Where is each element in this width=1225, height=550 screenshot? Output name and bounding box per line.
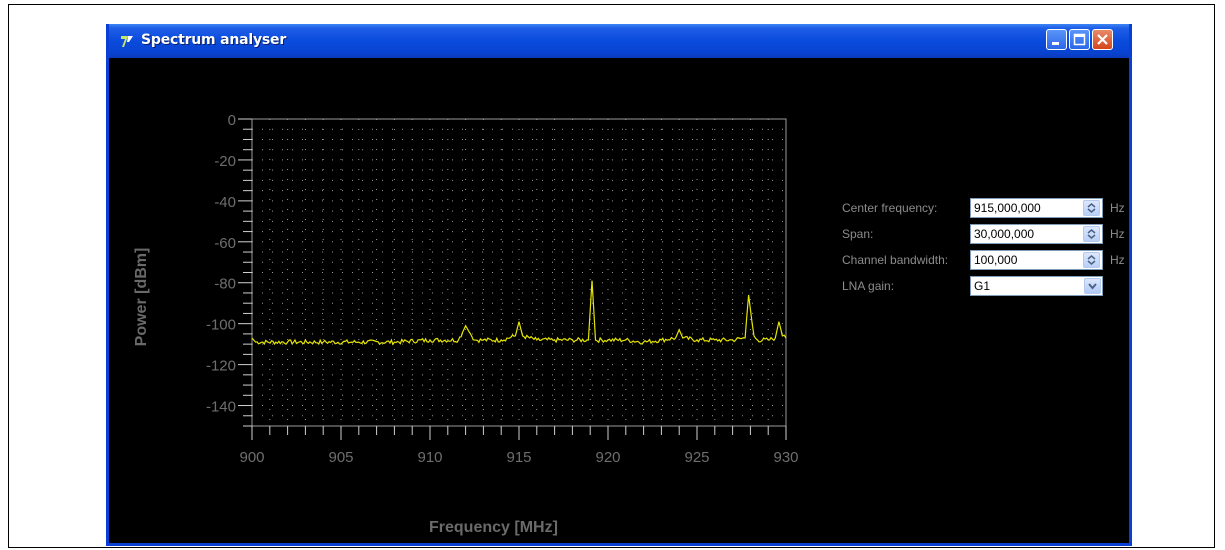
center-frequency-value: 915,000,000 — [974, 201, 1041, 215]
y-tick-label: -140 — [206, 399, 236, 416]
y-tick-label: -20 — [214, 153, 236, 170]
span-value: 30,000,000 — [974, 227, 1035, 241]
minimize-icon — [1052, 42, 1059, 45]
y-tick-label: -120 — [206, 358, 236, 375]
lna-gain-value: G1 — [974, 279, 991, 293]
window-title: Spectrum analyser — [141, 32, 287, 48]
y-tick-label: -80 — [214, 276, 236, 293]
channel-bandwidth-input[interactable]: 100,000 — [970, 250, 1103, 270]
app-icon — [121, 36, 133, 47]
x-axis-label: Frequency [MHz] — [429, 519, 558, 536]
center-frequency-label: Center frequency: — [842, 201, 938, 215]
close-icon — [1097, 34, 1108, 45]
spectrum-trace — [251, 280, 787, 346]
x-tick-label: 920 — [595, 449, 620, 466]
title-bar[interactable]: Spectrum analyser — [109, 24, 1129, 58]
x-tick-label: 910 — [417, 449, 442, 466]
channel-bandwidth-unit: Hz — [1110, 253, 1125, 267]
span-label: Span: — [842, 227, 874, 241]
x-tick-label: 900 — [239, 449, 264, 466]
spinner-arrows-icon — [1087, 203, 1096, 213]
spinner-arrows-icon — [1087, 255, 1096, 265]
channel-bandwidth-label: Channel bandwidth: — [842, 253, 949, 267]
y-tick-label: -40 — [214, 194, 236, 211]
x-tick-label: 930 — [773, 449, 798, 466]
minimize-button[interactable] — [1046, 29, 1067, 50]
channel-bandwidth-value: 100,000 — [974, 253, 1018, 267]
y-tick-label: 0 — [228, 112, 236, 129]
center-frequency-spinner[interactable] — [1083, 200, 1100, 216]
x-tick-label: 915 — [506, 449, 531, 466]
maximize-icon — [1073, 33, 1086, 46]
maximize-button[interactable] — [1069, 29, 1090, 50]
y-axis-label: Power [dBm] — [133, 247, 150, 347]
span-input[interactable]: 30,000,000 — [970, 224, 1103, 244]
spectrum-analyser-window: Spectrum analyser 0 -20 -40 -60 -80 -100 -120 -… — [106, 24, 1132, 546]
channel-bandwidth-spinner[interactable] — [1083, 252, 1100, 268]
chevron-down-icon — [1088, 283, 1097, 290]
close-button[interactable] — [1092, 29, 1113, 50]
x-tick-label: 905 — [328, 449, 353, 466]
span-unit: Hz — [1110, 227, 1125, 241]
spectrum-chart: 0 -20 -40 -60 -80 -100 -120 -140 900 905 910 915 920… — [206, 112, 799, 466]
y-tick-label: -100 — [206, 317, 236, 334]
window-content: 0 -20 -40 -60 -80 -100 -120 -140 900 905 910 915 920… — [109, 58, 1129, 543]
center-frequency-unit: Hz — [1110, 201, 1125, 215]
lna-gain-label: LNA gain: — [842, 279, 895, 293]
y-tick-label: -60 — [214, 235, 236, 252]
spinner-arrows-icon — [1087, 229, 1096, 239]
x-tick-label: 925 — [684, 449, 709, 466]
lna-gain-dropdown-button[interactable] — [1084, 278, 1101, 294]
span-spinner[interactable] — [1083, 226, 1100, 242]
lna-gain-select[interactable]: G1 — [970, 276, 1103, 296]
center-frequency-input[interactable]: 915,000,000 — [970, 198, 1103, 218]
